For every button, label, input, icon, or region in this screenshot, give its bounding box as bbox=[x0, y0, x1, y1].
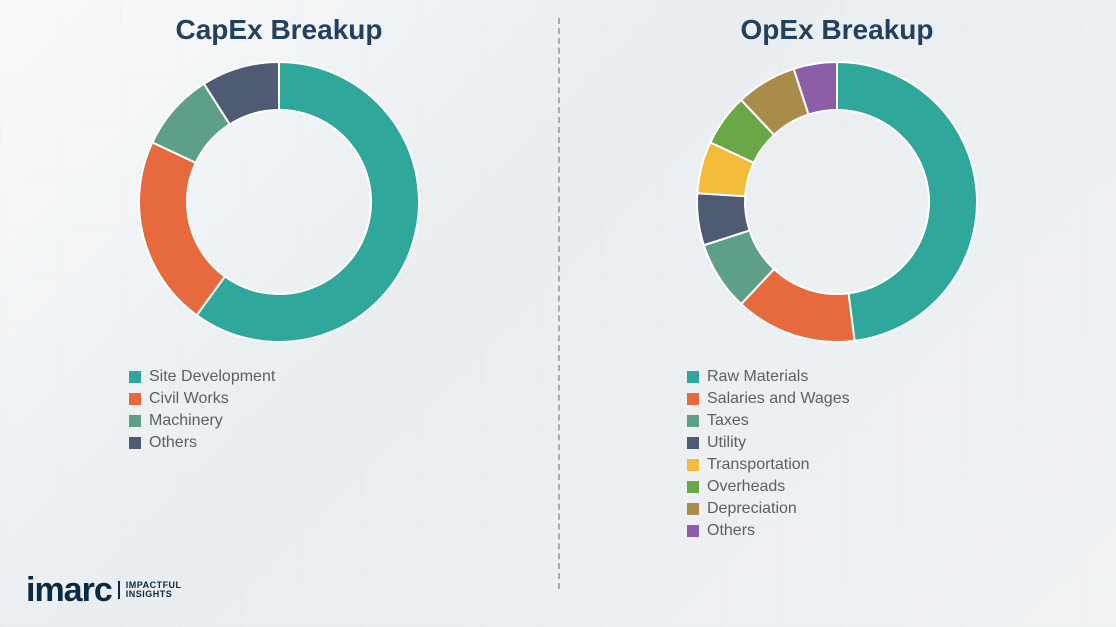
legend-label: Transportation bbox=[707, 456, 810, 474]
legend-swatch bbox=[687, 481, 699, 493]
legend-item: Transportation bbox=[687, 456, 987, 474]
legend-label: Depreciation bbox=[707, 500, 797, 518]
legend-label: Machinery bbox=[149, 412, 223, 430]
donut-segment bbox=[837, 62, 977, 341]
legend-swatch bbox=[129, 415, 141, 427]
legend-label: Site Development bbox=[149, 368, 275, 386]
opex-donut bbox=[687, 52, 987, 352]
legend-swatch bbox=[129, 371, 141, 383]
legend-item: Utility bbox=[687, 434, 987, 452]
logo-tagline: IMPACTFULINSIGHTS bbox=[118, 581, 182, 600]
opex-title: OpEx Breakup bbox=[741, 14, 934, 46]
legend-item: Civil Works bbox=[129, 390, 429, 408]
legend-item: Machinery bbox=[129, 412, 429, 430]
legend-swatch bbox=[687, 503, 699, 515]
legend-label: Civil Works bbox=[149, 390, 229, 408]
capex-legend: Site Development Civil Works Machinery Othe… bbox=[129, 364, 429, 456]
legend-item: Overheads bbox=[687, 478, 987, 496]
capex-donut bbox=[129, 52, 429, 352]
legend-label: Salaries and Wages bbox=[707, 390, 850, 408]
legend-swatch bbox=[129, 437, 141, 449]
legend-label: Utility bbox=[707, 434, 746, 452]
logo-wordmark: imarc bbox=[26, 573, 112, 607]
opex-legend: Raw Materials Salaries and Wages Taxes Util… bbox=[687, 364, 987, 544]
legend-item: Others bbox=[687, 522, 987, 540]
panel-divider bbox=[558, 18, 560, 589]
legend-swatch bbox=[687, 393, 699, 405]
page: CapEx Breakup Site Development Civil Work… bbox=[0, 0, 1116, 627]
brand-logo: imarc IMPACTFULINSIGHTS bbox=[26, 573, 182, 607]
donut-segment bbox=[139, 142, 225, 315]
legend-label: Others bbox=[149, 434, 197, 452]
legend-swatch bbox=[687, 437, 699, 449]
legend-swatch bbox=[687, 525, 699, 537]
capex-title: CapEx Breakup bbox=[176, 14, 383, 46]
legend-swatch bbox=[687, 459, 699, 471]
legend-item: Salaries and Wages bbox=[687, 390, 987, 408]
legend-item: Raw Materials bbox=[687, 368, 987, 386]
legend-label: Taxes bbox=[707, 412, 749, 430]
legend-item: Others bbox=[129, 434, 429, 452]
legend-item: Site Development bbox=[129, 368, 429, 386]
legend-item: Taxes bbox=[687, 412, 987, 430]
legend-swatch bbox=[687, 415, 699, 427]
legend-label: Overheads bbox=[707, 478, 785, 496]
legend-swatch bbox=[687, 371, 699, 383]
panel-capex: CapEx Breakup Site Development Civil Work… bbox=[0, 0, 558, 627]
legend-label: Others bbox=[707, 522, 755, 540]
panel-opex: OpEx Breakup Raw Materials Salaries and W… bbox=[558, 0, 1116, 627]
legend-swatch bbox=[129, 393, 141, 405]
legend-label: Raw Materials bbox=[707, 368, 808, 386]
legend-item: Depreciation bbox=[687, 500, 987, 518]
